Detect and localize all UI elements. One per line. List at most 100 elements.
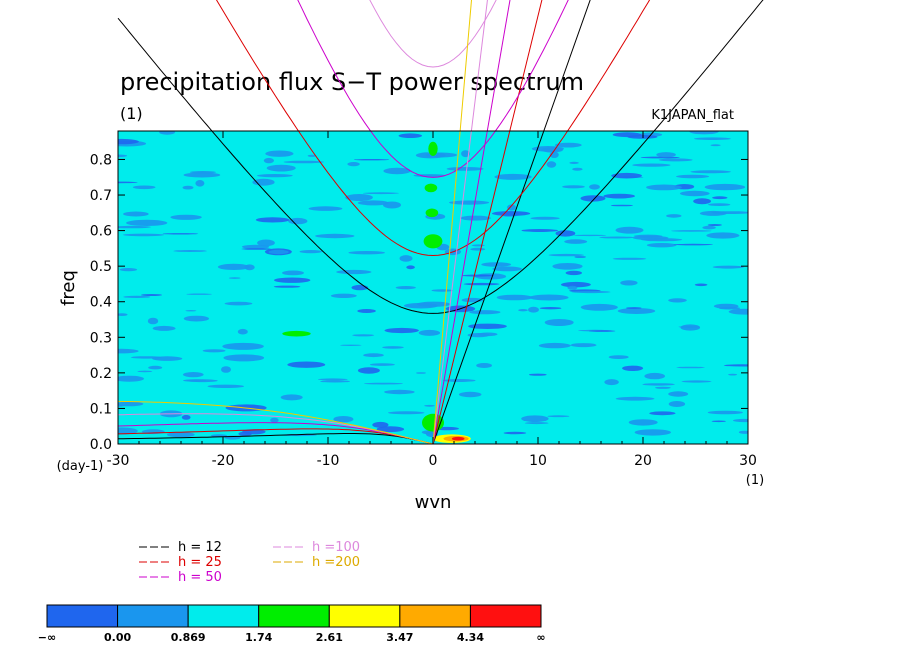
heatmap-cell bbox=[417, 301, 451, 307]
heatmap-cell bbox=[118, 401, 144, 407]
heatmap-cell bbox=[399, 255, 413, 262]
heatmap-cell bbox=[415, 372, 427, 374]
heatmap-cell bbox=[626, 307, 642, 309]
heatmap-cell bbox=[530, 216, 560, 220]
heatmap-cell bbox=[307, 154, 316, 157]
chart-title: precipitation flux S−T power spectrum bbox=[120, 68, 584, 96]
heatmap-cell bbox=[387, 411, 425, 415]
heatmap-cell bbox=[202, 349, 226, 353]
colorbar-label: −∞ bbox=[38, 631, 56, 644]
heatmap-cell bbox=[118, 225, 151, 229]
heatmap-cell bbox=[539, 307, 562, 310]
heatmap-cell bbox=[707, 224, 722, 226]
heatmap-cell bbox=[118, 375, 144, 382]
heatmap-cell bbox=[694, 283, 708, 287]
curve-inertia-gravity-h12 bbox=[117, 0, 764, 314]
y-tick-label: 0.2 bbox=[90, 366, 112, 382]
heatmap-cell bbox=[554, 142, 582, 148]
heatmap-cell bbox=[406, 265, 415, 270]
heatmap-cell bbox=[162, 233, 199, 235]
x-axis-label: wvn bbox=[415, 492, 452, 513]
heatmap-cell bbox=[538, 342, 571, 349]
heatmap-cell bbox=[130, 356, 162, 359]
heatmap-cell bbox=[363, 353, 384, 358]
heatmap-cell bbox=[704, 183, 746, 191]
x-tick-label: 10 bbox=[529, 453, 547, 469]
curve-rossby-h200 bbox=[117, 400, 434, 444]
heatmap-cell bbox=[141, 294, 162, 296]
heatmap-cell bbox=[384, 327, 419, 334]
heatmap-cell bbox=[122, 233, 165, 237]
heatmap-cell bbox=[521, 229, 558, 232]
heatmap-cell bbox=[181, 415, 191, 420]
heatmap-cell bbox=[679, 190, 710, 197]
heatmap-cell bbox=[461, 150, 470, 158]
heatmap-cell bbox=[255, 217, 290, 223]
heatmap-cell bbox=[369, 363, 395, 366]
heatmap-cell bbox=[333, 416, 354, 423]
y-tick-label: 0.3 bbox=[90, 330, 112, 346]
heatmap-cell bbox=[428, 141, 438, 156]
heatmap-cell bbox=[492, 266, 523, 272]
colorbar-swatch bbox=[328, 604, 401, 628]
heatmap-cell bbox=[340, 344, 362, 346]
heatmap-cell bbox=[507, 204, 516, 211]
heatmap-cell bbox=[570, 343, 597, 348]
heatmap-cell bbox=[183, 315, 209, 322]
heatmap-cell bbox=[468, 323, 507, 329]
heatmap-cell bbox=[612, 132, 642, 138]
heatmap-cell bbox=[183, 172, 221, 178]
heatmap-cell bbox=[640, 156, 680, 159]
heatmap-cell bbox=[615, 396, 655, 401]
heatmap-cell bbox=[137, 370, 153, 373]
y-tick-label: 0.8 bbox=[90, 152, 112, 168]
heatmap-cell bbox=[529, 294, 569, 301]
heatmap-cell bbox=[702, 225, 716, 230]
heatmap-cell bbox=[287, 361, 326, 368]
heatmap-cell bbox=[491, 211, 531, 216]
heatmap-cell bbox=[283, 160, 325, 164]
heatmap-cell bbox=[183, 372, 204, 378]
heatmap-cell bbox=[118, 348, 139, 354]
heatmap-cell bbox=[544, 319, 574, 326]
heatmap-cell bbox=[443, 379, 476, 382]
heatmap-cell bbox=[573, 234, 607, 237]
heatmap-cell bbox=[451, 436, 465, 441]
heatmap-cell bbox=[183, 379, 207, 382]
heatmap-cell bbox=[376, 426, 405, 433]
heatmap-cell bbox=[118, 181, 138, 184]
heatmap-cell bbox=[548, 253, 584, 257]
heatmap-cell bbox=[567, 285, 578, 290]
heatmap-cell bbox=[446, 167, 484, 171]
heatmap-cell bbox=[384, 389, 415, 395]
heatmap-cell bbox=[126, 219, 168, 226]
heatmap-background bbox=[118, 131, 748, 444]
heatmap-cell bbox=[610, 204, 634, 207]
heatmap-cell bbox=[496, 294, 533, 301]
heatmap-cell bbox=[681, 380, 712, 383]
y-tick-label: 0.5 bbox=[90, 259, 112, 275]
heatmap-cell bbox=[699, 210, 727, 216]
heatmap-cell bbox=[632, 163, 671, 167]
heatmap-cell bbox=[612, 257, 647, 260]
heatmap-cell bbox=[266, 164, 296, 172]
heatmap-cell bbox=[644, 372, 665, 380]
heatmap-cell bbox=[132, 185, 156, 190]
heatmap-cell bbox=[148, 365, 163, 370]
heatmap-cell bbox=[463, 282, 500, 286]
heatmap-cell bbox=[580, 195, 606, 202]
plot-area bbox=[118, 131, 748, 444]
colorbar-swatch bbox=[117, 604, 189, 628]
heatmap-cell bbox=[382, 346, 404, 349]
heatmap-cell bbox=[560, 281, 591, 288]
heatmap-cell bbox=[348, 251, 386, 255]
heatmap-cell bbox=[656, 152, 676, 158]
heatmap-cell bbox=[604, 379, 619, 386]
colorbar-label: 1.74 bbox=[245, 631, 272, 644]
heatmap-cell bbox=[186, 293, 212, 295]
heatmap-cell bbox=[467, 333, 490, 338]
heatmap-cell bbox=[580, 303, 618, 311]
heatmap-cell bbox=[222, 342, 264, 350]
colorbar-label: 0.869 bbox=[171, 631, 206, 644]
x-axis: -30 -20 -10 0 10 20 30 bbox=[107, 131, 757, 469]
